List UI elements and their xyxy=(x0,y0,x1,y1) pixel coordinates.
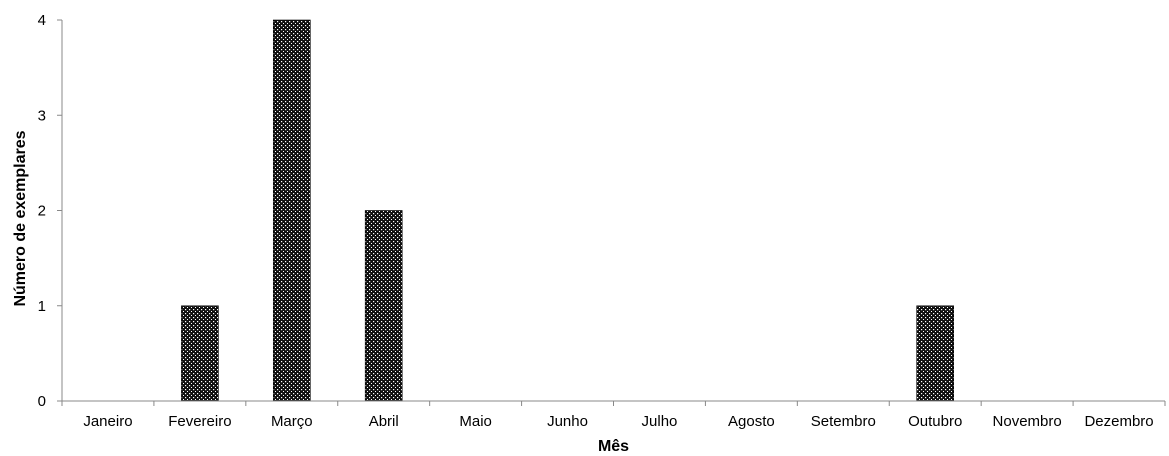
x-tick-label: Novembro xyxy=(993,413,1062,430)
x-tick-label: Abril xyxy=(369,413,399,430)
x-tick-label: Janeiro xyxy=(83,413,132,430)
bar-abril xyxy=(364,210,403,402)
x-tick-label: Setembro xyxy=(811,413,876,430)
labels-group: 0 1 2 3 4 Janeiro Fevereiro Março Abril Maio Junho… xyxy=(38,12,1154,430)
bar-fevereiro xyxy=(181,305,219,402)
bar-março xyxy=(272,19,311,402)
x-tick-label: Maio xyxy=(459,413,492,430)
bars-group xyxy=(181,19,955,402)
bar-outubro xyxy=(916,305,955,402)
x-axis-title: Mês xyxy=(598,438,629,455)
axes-group xyxy=(57,19,1166,406)
y-tick-label: 1 xyxy=(38,298,46,315)
x-tick-label: Fevereiro xyxy=(168,413,231,430)
y-tick-label: 4 xyxy=(38,12,46,29)
x-tick-label: Outubro xyxy=(908,413,962,430)
x-tick-label: Agosto xyxy=(728,413,775,430)
y-tick-label: 3 xyxy=(38,107,46,124)
y-tick-label: 0 xyxy=(38,393,46,410)
x-tick-label: Dezembro xyxy=(1084,413,1153,430)
x-tick-label: Junho xyxy=(547,413,588,430)
y-tick-label: 2 xyxy=(38,203,46,220)
x-tick-label: Julho xyxy=(642,413,678,430)
x-tick-label: Março xyxy=(271,413,313,430)
y-axis-title: Número de exemplares xyxy=(12,130,29,306)
